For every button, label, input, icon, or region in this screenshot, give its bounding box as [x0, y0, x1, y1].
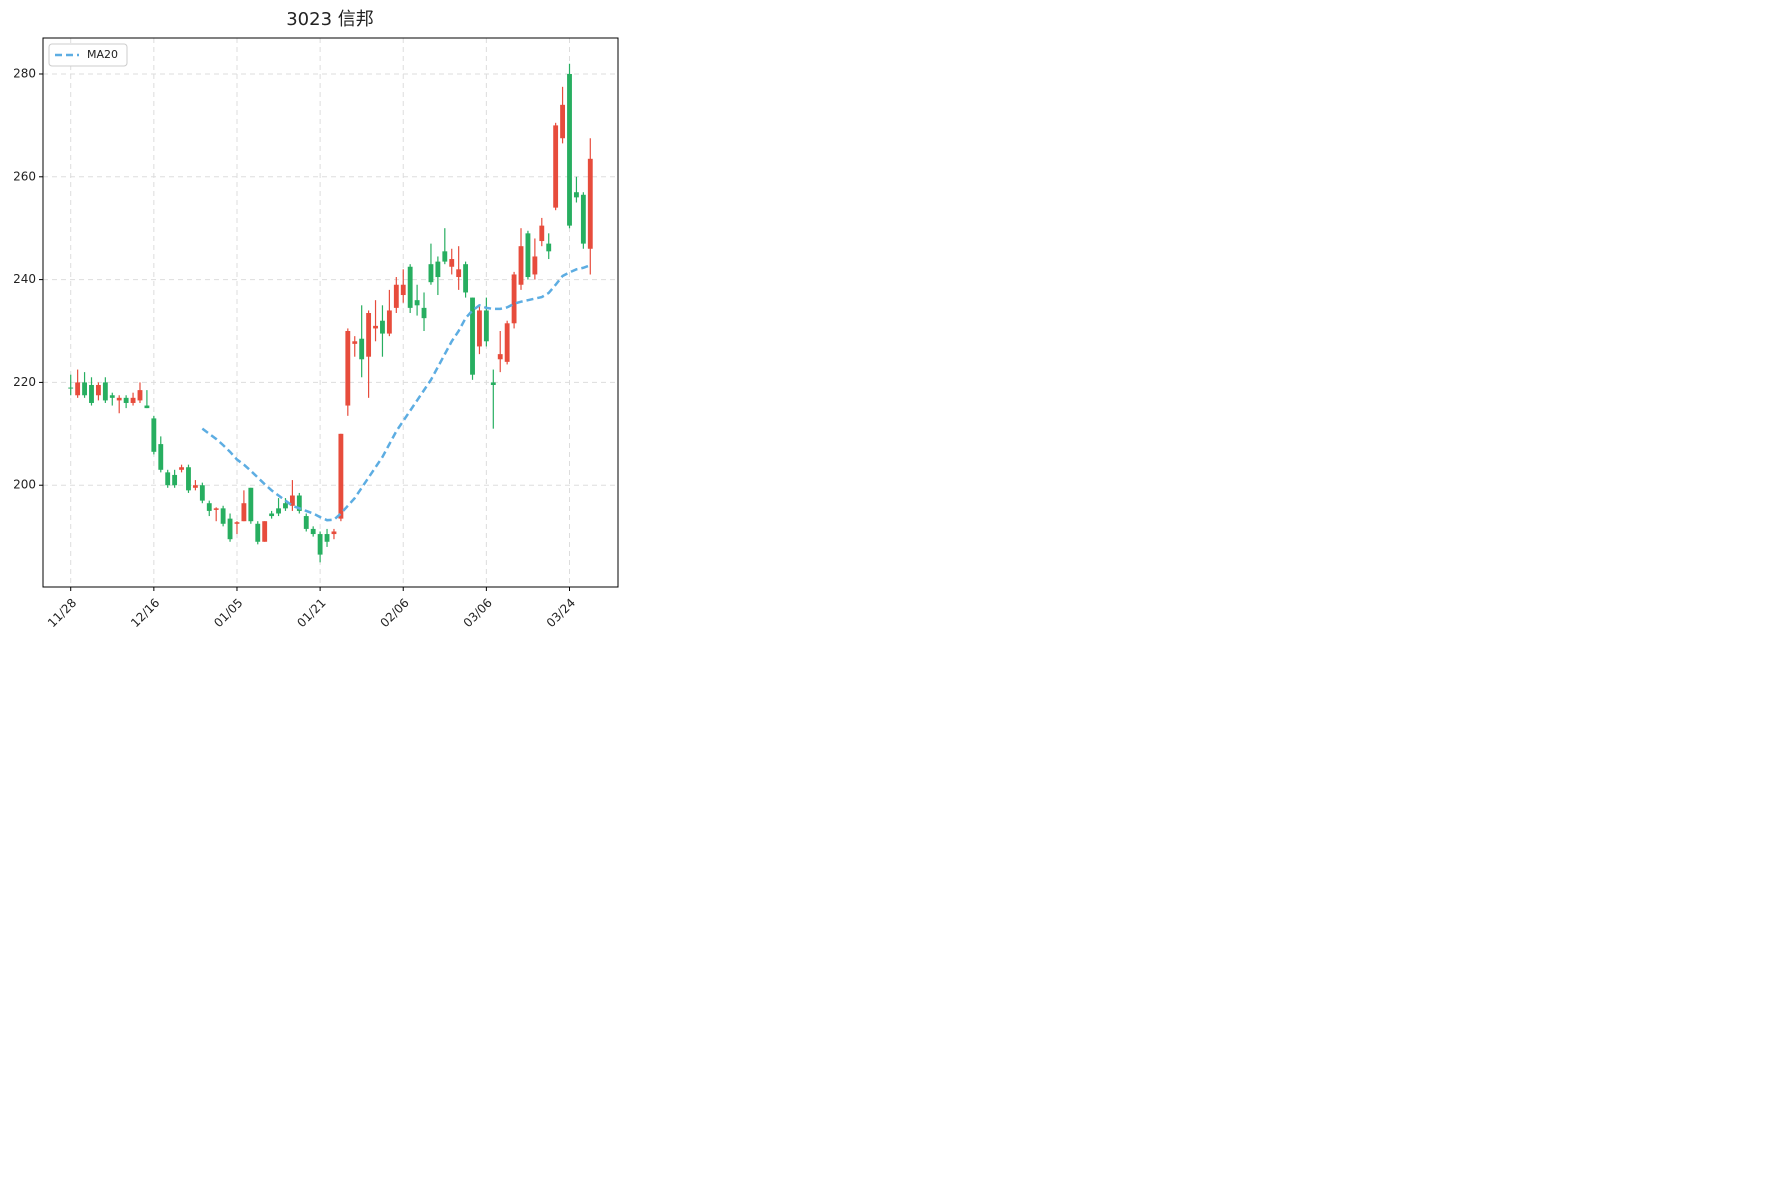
x-tick-label: 03/24	[544, 596, 578, 630]
legend-box	[48, 43, 128, 67]
candle-body	[407, 266, 413, 308]
candle-body	[456, 269, 462, 278]
y-tick-label: 220	[13, 375, 36, 389]
candle-body	[359, 338, 365, 360]
candle-body	[130, 397, 136, 403]
candle-body	[227, 518, 233, 540]
candle-body	[89, 384, 94, 403]
candle-body	[525, 233, 531, 278]
candle-body	[158, 444, 164, 470]
candle-body	[241, 503, 247, 522]
candle-body	[560, 104, 566, 139]
candle-body	[366, 313, 372, 357]
candle-body	[428, 264, 434, 283]
x-tick-label: 01/05	[211, 596, 245, 630]
candle-body	[75, 382, 81, 396]
candle-body	[123, 397, 129, 403]
candle-body	[546, 243, 552, 252]
candle-body	[477, 310, 482, 347]
legend-label: MA20	[87, 48, 118, 61]
candle-body	[400, 284, 406, 296]
candle-body	[137, 390, 143, 401]
candle-body	[248, 487, 254, 522]
chart-title: 3023 信邦	[286, 9, 374, 30]
candle-body	[213, 508, 219, 510]
y-tick-label: 280	[13, 66, 36, 80]
candle-body	[539, 225, 545, 242]
candle-body	[310, 528, 316, 535]
y-tick-label: 260	[13, 169, 36, 183]
candle-body	[179, 467, 184, 470]
candle-body	[435, 261, 441, 278]
candle-body	[234, 522, 240, 524]
candle-body	[255, 523, 261, 542]
candle-body	[109, 395, 115, 398]
candle-body	[338, 433, 344, 519]
candle-body	[296, 495, 302, 511]
candle-body	[102, 382, 108, 401]
x-tick-label: 01/21	[294, 596, 328, 630]
candle-body	[449, 259, 455, 267]
candle-body	[172, 474, 178, 486]
candle-body	[574, 192, 579, 198]
candle-body	[192, 485, 198, 488]
candle-body	[463, 264, 469, 293]
candle-body	[393, 284, 399, 308]
candle-body	[165, 472, 171, 486]
candle-body	[414, 300, 420, 306]
candle-body	[511, 274, 517, 324]
x-tick-label: 12/16	[128, 596, 162, 630]
candle-body	[386, 310, 392, 334]
candle-body	[220, 508, 226, 524]
candle-body	[324, 534, 330, 542]
candle-body	[269, 513, 275, 517]
candle-body	[580, 194, 586, 244]
candle-body	[289, 495, 295, 506]
candle-body	[283, 503, 288, 509]
candle-body	[567, 73, 572, 226]
candle-body	[82, 382, 87, 396]
candle-body	[186, 467, 191, 491]
candle-body	[470, 297, 475, 375]
x-tick-label: 02/06	[377, 596, 411, 630]
x-tick-label: 03/06	[461, 596, 495, 630]
candle-body	[144, 405, 150, 409]
candle-body	[442, 251, 448, 262]
plot-frame	[42, 37, 619, 588]
y-tick-label: 200	[13, 478, 36, 492]
y-tick-label: 240	[13, 272, 36, 286]
candle-body	[206, 503, 212, 511]
candle-body	[421, 307, 427, 319]
candle-body	[276, 508, 281, 514]
candle-body	[497, 354, 503, 360]
candle-body	[587, 158, 593, 249]
candle-body	[553, 125, 559, 208]
candle-body	[262, 521, 268, 542]
x-tick-label: 11/28	[45, 596, 79, 630]
candle-body	[352, 341, 358, 344]
candle-body	[199, 485, 205, 501]
candle-body	[303, 516, 309, 529]
candle-body	[518, 246, 524, 285]
candle-body	[331, 531, 337, 535]
candle-body	[490, 382, 496, 385]
candle-body	[345, 331, 351, 406]
candle-body	[483, 310, 489, 342]
candle-body	[373, 325, 378, 329]
candle-body	[532, 256, 538, 275]
candle-body	[151, 418, 157, 452]
candle-body	[68, 387, 74, 389]
candle-body	[317, 534, 323, 555]
candle-body	[380, 320, 385, 334]
candle-body	[504, 323, 510, 362]
candle-body	[95, 384, 101, 396]
candle-body	[116, 397, 122, 401]
